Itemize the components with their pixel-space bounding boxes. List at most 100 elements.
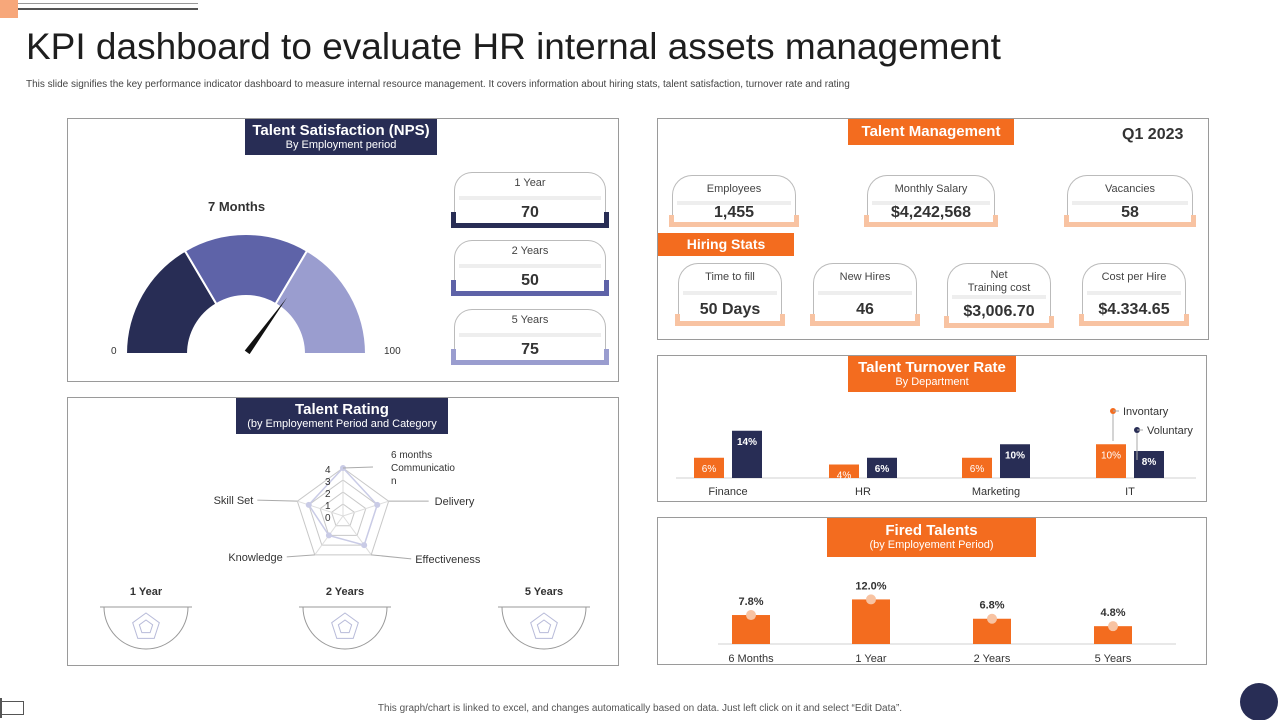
page-subtitle: This slide signifies the key performance…: [26, 79, 850, 90]
kpi-cost-per-hire: Cost per Hire $4.334.65: [1079, 263, 1189, 327]
gauge-needle: [244, 297, 288, 355]
bar: [867, 457, 897, 478]
bar: [852, 599, 890, 644]
fired-subtitle: (by Employement Period): [869, 539, 994, 551]
kpi-value: 1,455: [713, 204, 755, 221]
data-label: 10%: [1101, 450, 1121, 461]
mini-radar-ring: [132, 612, 160, 639]
mini-radar-ring: [536, 619, 552, 634]
radar-axis-label: Knowledge: [228, 552, 282, 564]
talent-management-title: Talent Management: [861, 123, 1001, 140]
nps-card-bar: [451, 349, 609, 365]
talent-rating-header: Talent Rating (by Employement Period and…: [236, 398, 448, 434]
radar-axis-label: Skill Set: [214, 495, 254, 507]
kpi-value: $4.334.65: [1098, 301, 1170, 318]
bottom-left-decoration: [2, 701, 24, 715]
legend-label: Invontary: [1123, 406, 1169, 418]
radar-leader-line: [342, 466, 374, 469]
radar-point: [374, 501, 381, 508]
turnover-chart: Finance HR Marketing IT 6% 4% 6% 10% 14% 6% 10% 8% I…: [676, 406, 1196, 498]
radar-tick-label: 1: [325, 501, 331, 512]
data-label: 8%: [1142, 457, 1157, 468]
nps-card-value: 70: [521, 204, 539, 221]
nps-card-label: 2 Years: [511, 245, 549, 257]
radar-leader-line: [257, 499, 298, 502]
corner-circle-decoration: [1240, 683, 1278, 720]
kpi-underline: [669, 215, 799, 227]
turnover-subtitle: By Department: [895, 376, 969, 388]
bar: [962, 457, 992, 478]
mini-half-circle: [302, 606, 388, 650]
kpi-employees: Employees 1,455: [669, 175, 799, 227]
data-label: 10%: [1005, 450, 1025, 461]
kpi-vacancies: Vacancies 58: [1064, 175, 1196, 227]
data-label: 6%: [970, 464, 985, 475]
kpi-label: Monthly Salary: [894, 183, 968, 195]
kpi-value: 50 Days: [699, 301, 761, 318]
radar-grid-ring: [308, 479, 378, 546]
period-label: 2 Years: [326, 586, 364, 598]
x-tick-label: HR: [855, 486, 871, 498]
kpi-underline: [810, 314, 920, 326]
x-tick-label: Finance: [708, 486, 747, 498]
bottom-left-decoration: [0, 698, 6, 718]
bar-marker: [987, 613, 997, 624]
fired-chart: 7.8% 6 Months 12.0% 1 Year 6.8% 2 Years 4.8% 5 …: [718, 580, 1176, 665]
nps-card-bar: [451, 212, 609, 228]
bar: [829, 464, 859, 478]
kpi-underline: [675, 314, 785, 326]
radar-point: [361, 542, 368, 549]
kpi-value: 58: [1121, 204, 1139, 221]
footer-note: This graph/chart is linked to excel, and…: [377, 703, 903, 714]
x-tick-label: 5 Years: [1095, 653, 1132, 665]
kpi-time-to-fill: Time to fill 50 Days: [675, 263, 785, 327]
radar-axis-label: Communicatio: [391, 463, 455, 474]
gauge-segment: [274, 249, 368, 355]
talent-rating-subtitle: (by Employement Period and Category: [247, 418, 437, 430]
mini-half-circle: [103, 606, 189, 650]
turnover-title: Talent Turnover Rate: [858, 359, 1006, 376]
bar-marker: [1108, 621, 1118, 632]
radar-axis-label: Effectiveness: [415, 554, 481, 566]
kpi-underline: [864, 215, 998, 227]
nps-header: Talent Satisfaction (NPS) By Employment …: [245, 119, 437, 155]
mini-half-circle: [501, 606, 587, 650]
radar-series: [307, 466, 379, 547]
data-label: 4%: [837, 471, 852, 482]
data-label: 7.8%: [738, 596, 763, 608]
radar-axis-spoke: [297, 500, 344, 517]
kpi-label: Vacancies: [1105, 183, 1155, 195]
data-label: 6%: [702, 464, 717, 475]
data-label: 6%: [875, 464, 890, 475]
gauge-label: 7 Months: [208, 199, 266, 214]
radar-tick-label: 3: [325, 477, 331, 488]
bar: [1094, 626, 1132, 644]
x-tick-label: 6 Months: [728, 653, 774, 665]
x-tick-label: 1 Year: [855, 653, 887, 665]
kpi-value: $4,242,568: [890, 204, 972, 221]
talent-management-panel: Talent Management Q1 2023 Employees 1,45…: [657, 118, 1209, 340]
nps-title: Talent Satisfaction (NPS): [252, 122, 430, 139]
kpi-net-training-cost: Net Training cost $3,006.70: [944, 263, 1054, 329]
data-label: 12.0%: [855, 580, 886, 592]
radar-axis-label: n: [391, 476, 397, 487]
data-label: 4.8%: [1100, 607, 1125, 619]
kpi-underline: [1064, 215, 1196, 227]
talent-rating-title: Talent Rating: [295, 401, 389, 418]
turnover-panel: Talent Turnover Rate By Department Finan…: [657, 355, 1207, 502]
nps-card-label: 5 Years: [511, 314, 549, 326]
mini-radar-ring: [337, 619, 353, 634]
kpi-label: New Hires: [839, 271, 891, 283]
kpi-label: Net Training cost: [967, 269, 1031, 294]
radar-axis-label: Delivery: [435, 496, 475, 508]
corner-decoration: [0, 0, 18, 18]
period-label: Q1 2023: [1122, 126, 1184, 143]
period-label: 1 Year: [130, 586, 163, 598]
kpi-value: 46: [856, 301, 874, 318]
hiring-stats-title: Hiring Stats: [686, 236, 766, 252]
page-title: KPI dashboard to evaluate HR internal as…: [26, 26, 1001, 67]
top-decoration-line: [18, 3, 198, 4]
nps-card-value: 75: [521, 341, 539, 358]
gauge-max-label: 100: [384, 346, 401, 357]
